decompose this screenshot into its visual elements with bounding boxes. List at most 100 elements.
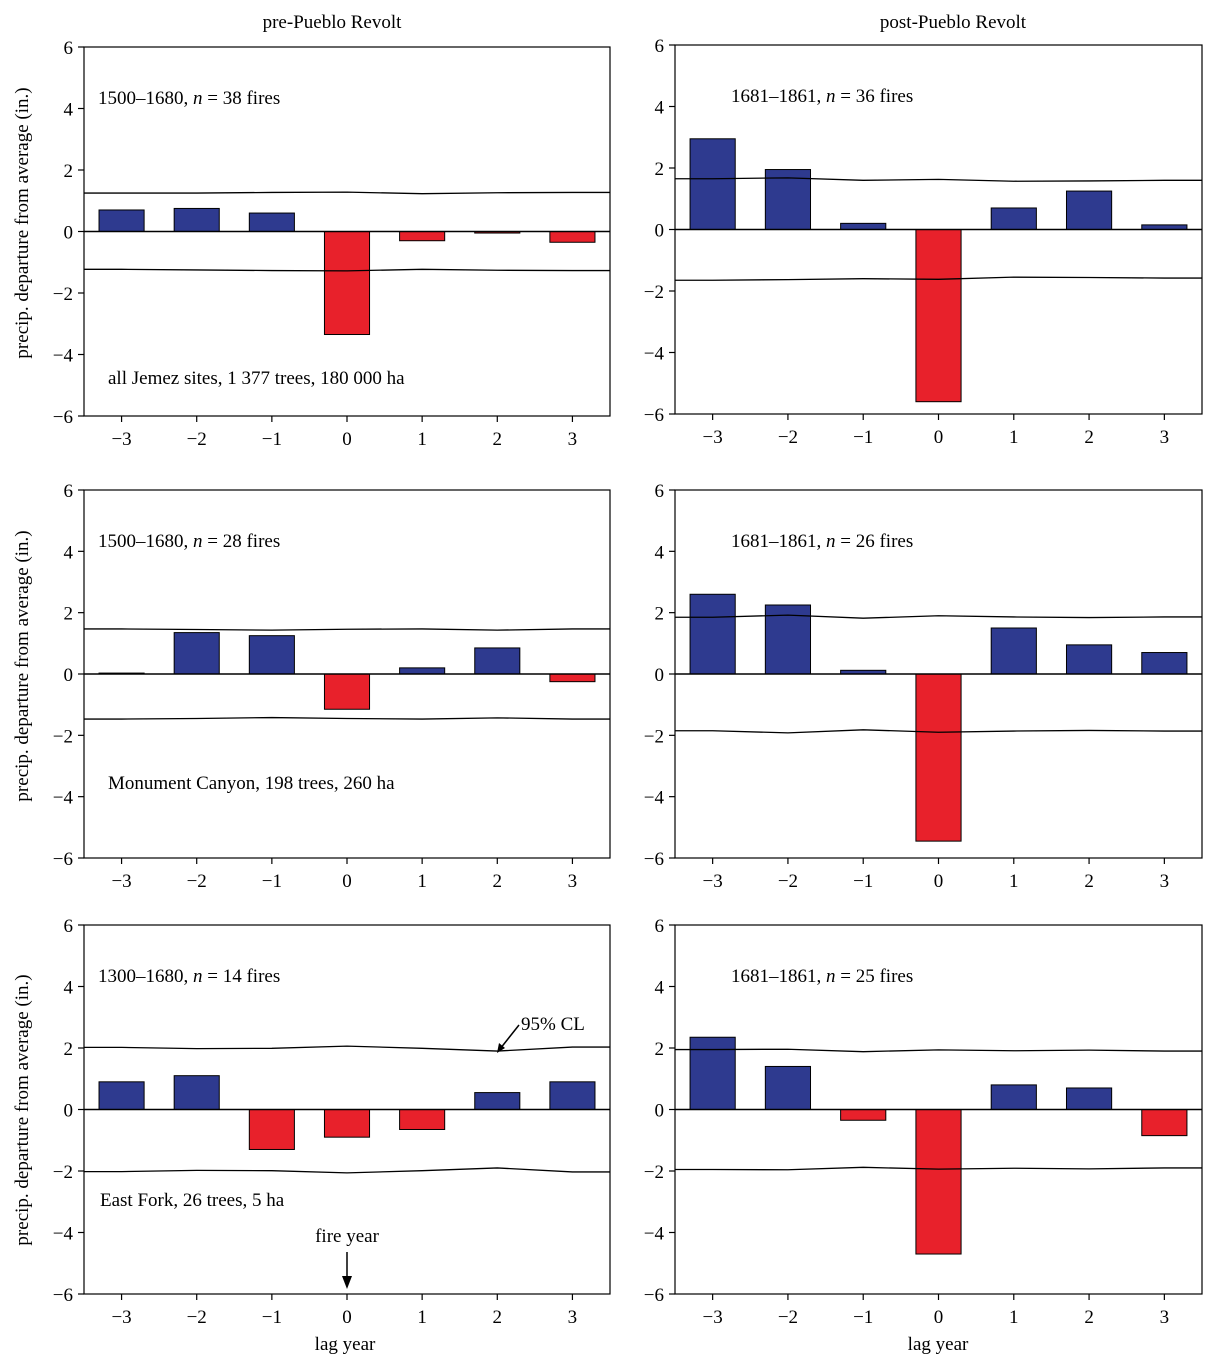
y-tick-label: 4 xyxy=(655,978,665,999)
cl-upper-line xyxy=(675,177,1202,182)
x-tick-label: −1 xyxy=(853,871,873,892)
y-tick-label: 6 xyxy=(655,916,665,937)
bar-lag-0 xyxy=(915,1109,962,1255)
x-axis-label: lag year xyxy=(315,1334,376,1355)
bar-lag--1 xyxy=(840,1109,887,1121)
x-tick-label: 2 xyxy=(1084,871,1094,892)
bar-lag-3 xyxy=(549,673,596,683)
panels: −6 −4 −2 0 2 4 6 −3 −2 −1 0 1 2 3 1500–1680, n = 38 fi… xyxy=(53,36,1203,1328)
bar-lag-2 xyxy=(1065,644,1113,675)
y-tick-label: 0 xyxy=(655,1101,665,1122)
x-tick-label: −3 xyxy=(111,1307,131,1328)
y-tick-label: −2 xyxy=(644,726,664,747)
cl-lower-line xyxy=(84,268,610,272)
panel-period-label: 1681–1861, n = 36 fires xyxy=(731,86,913,107)
x-tick-label: 2 xyxy=(1084,1307,1094,1328)
y-tick-label: 2 xyxy=(64,1039,74,1060)
cl-upper-line xyxy=(84,628,610,631)
cl-lower-line xyxy=(675,729,1202,734)
panel-site-label: Monument Canyon, 198 trees, 260 ha xyxy=(108,773,395,794)
x-tick-label: −1 xyxy=(853,427,873,448)
x-tick-label: 0 xyxy=(934,1307,944,1328)
y-tick-label: 0 xyxy=(655,665,665,686)
x-tick-label: 0 xyxy=(342,1307,352,1328)
panel-period-label: 1500–1680, n = 28 fires xyxy=(98,531,280,552)
bar-lag-1 xyxy=(990,627,1037,675)
chart-panel-2: −6 −4 −2 0 2 4 6 −3 −2 −1 0 1 2 3 1681–1861, n = 36 fi… xyxy=(644,36,1203,448)
fire-year-arrowhead xyxy=(342,1276,352,1289)
x-tick-label: −1 xyxy=(853,1307,873,1328)
y-tick-label: 2 xyxy=(64,161,74,182)
x-tick-label: 1 xyxy=(1009,871,1019,892)
y-tick-label: −2 xyxy=(53,284,73,305)
y-axis-label: precip. departure from average (in.) xyxy=(12,87,33,358)
y-tick-label: 0 xyxy=(64,223,74,244)
x-tick-label: 3 xyxy=(1160,1307,1170,1328)
y-tick-label: −6 xyxy=(53,1285,73,1306)
bar-lag--1 xyxy=(248,212,295,233)
panel-period-label: 1681–1861, n = 25 fires xyxy=(731,966,913,987)
x-tick-label: −2 xyxy=(187,871,207,892)
y-axis-label: precip. departure from average (in.) xyxy=(12,530,33,801)
panel-site-label: East Fork, 26 trees, 5 ha xyxy=(100,1190,285,1211)
y-tick-label: −4 xyxy=(644,1224,665,1245)
x-tick-label: −1 xyxy=(262,429,282,450)
y-tick-label: 6 xyxy=(655,36,665,57)
x-tick-label: −2 xyxy=(187,1307,207,1328)
y-tick-label: −2 xyxy=(53,1162,73,1183)
cl-upper-line xyxy=(84,1045,610,1052)
x-tick-label: 3 xyxy=(1160,427,1170,448)
bar-lag--1 xyxy=(248,1109,295,1150)
y-tick-label: 0 xyxy=(64,665,74,686)
bar-lag-1 xyxy=(399,667,446,675)
y-tick-label: −4 xyxy=(644,344,665,365)
bar-lag--3 xyxy=(98,1081,145,1110)
cl-upper-line xyxy=(84,191,610,195)
y-tick-label: 6 xyxy=(64,481,74,502)
bar-lag--3 xyxy=(689,138,736,231)
y-tick-label: −6 xyxy=(53,407,73,428)
x-tick-label: −2 xyxy=(778,871,798,892)
x-tick-label: 1 xyxy=(417,871,427,892)
bar-lag-1 xyxy=(990,207,1037,231)
x-tick-label: −1 xyxy=(262,1307,282,1328)
x-tick-label: −1 xyxy=(262,871,282,892)
x-tick-label: 1 xyxy=(417,429,427,450)
x-tick-label: 0 xyxy=(934,871,944,892)
y-tick-label: 2 xyxy=(655,159,665,180)
x-tick-label: 1 xyxy=(1009,1307,1019,1328)
y-tick-label: −4 xyxy=(53,788,74,809)
x-tick-label: −3 xyxy=(703,871,723,892)
x-tick-label: −2 xyxy=(778,1307,798,1328)
chart-panel-6: −6 −4 −2 0 2 4 6 −3 −2 −1 0 1 2 3 1681–1861, n = 25 fi… xyxy=(644,916,1203,1328)
y-tick-label: 0 xyxy=(655,221,665,242)
y-tick-label: 4 xyxy=(64,542,74,563)
bar-lag-2 xyxy=(1065,1087,1113,1110)
bar-lag--1 xyxy=(840,222,887,231)
y-tick-label: −4 xyxy=(53,1224,74,1245)
bar-lag-2 xyxy=(1065,190,1113,230)
x-tick-label: 3 xyxy=(1160,871,1170,892)
bar-lag-0 xyxy=(323,231,371,336)
panel-period-label: 1500–1680, n = 38 fires xyxy=(98,88,280,109)
y-tick-label: 2 xyxy=(655,604,665,625)
fire-year-label: fire year xyxy=(315,1226,379,1247)
y-tick-label: 4 xyxy=(655,98,665,119)
y-tick-label: 0 xyxy=(64,1101,74,1122)
chart-panel-1: −6 −4 −2 0 2 4 6 −3 −2 −1 0 1 2 3 1500–1680, n = 38 fi… xyxy=(53,38,611,450)
x-tick-label: 1 xyxy=(417,1307,427,1328)
bar-lag--3 xyxy=(689,1036,736,1111)
bar-lag--3 xyxy=(98,209,145,233)
bar-lag--3 xyxy=(689,593,736,675)
bar-lag--2 xyxy=(764,1065,812,1110)
y-tick-label: 4 xyxy=(655,542,665,563)
bar-lag-0 xyxy=(915,673,962,842)
y-tick-label: −6 xyxy=(644,1285,664,1306)
cl-upper-line xyxy=(675,614,1202,619)
y-tick-label: 2 xyxy=(64,604,74,625)
x-tick-label: 1 xyxy=(1009,427,1019,448)
bar-lag-3 xyxy=(549,1081,596,1110)
x-tick-label: −3 xyxy=(111,871,131,892)
x-tick-label: 3 xyxy=(568,871,578,892)
